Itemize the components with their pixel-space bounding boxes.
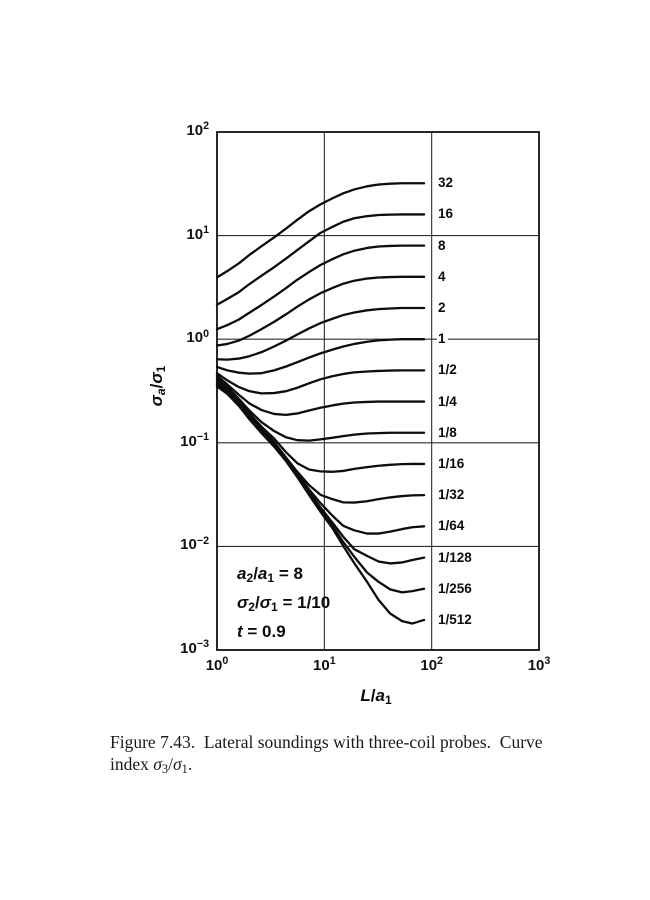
curve-label-1/64: 1/64 [437,518,467,535]
curve-label-1/128: 1/128 [437,549,474,566]
x-axis-label: L/a1 [360,686,392,708]
text-segment: a [154,388,169,396]
y-tick-label: 101 [139,224,209,243]
annotation-line-2: σ2/σ1 = 1/10 [237,589,330,618]
text-segment: σ [147,395,166,407]
text-segment: = 8 [274,564,303,583]
text-segment: . [187,754,193,774]
text-segment: 10 [420,657,438,674]
text-segment: L [360,686,371,705]
curve-32 [215,182,426,279]
text-segment: −2 [196,534,209,547]
text-segment: t [237,622,243,641]
text-segment: 10 [180,432,197,450]
x-tick-label: 103 [527,655,551,674]
curve-label-1/32: 1/32 [437,487,467,504]
curve-4 [215,275,426,347]
text-segment: a [257,564,268,583]
text-segment: 3 [161,762,169,777]
plot-border [216,131,540,651]
curve-label-1/4: 1/4 [437,393,459,410]
figure-caption: Figure 7.43. Lateral soundings with thre… [110,731,580,777]
curve-label-2: 2 [437,300,448,316]
x-tick-label: 102 [420,655,443,674]
curve-1/8 [215,376,426,442]
curve-1/4 [215,374,426,417]
text-segment: 10 [186,225,204,243]
text-segment: 10 [205,657,223,674]
text-segment: 2 [437,655,443,668]
curve-1/32 [215,379,426,504]
text-segment: 2 [248,600,255,615]
curve-1/2 [215,369,426,395]
text-segment: 2 [203,120,209,133]
curve-label-32: 32 [437,175,456,192]
y-tick-label: 10−1 [139,431,209,450]
text-segment: 1 [203,224,209,237]
text-segment: / [255,593,260,612]
text-segment: σ [259,593,272,612]
text-segment: 0 [203,327,209,340]
text-segment: / [253,564,258,583]
text-segment: 10 [313,657,330,674]
caption-line1: Figure 7.43. Lateral soundings with thre… [110,732,543,752]
text-segment: 1 [181,762,188,777]
text-segment: σ [237,593,249,612]
text-segment: 1 [154,365,169,373]
text-segment: 0 [222,655,229,668]
curve-1 [215,338,426,375]
text-segment: 1 [329,655,336,668]
curve-label-1/256: 1/256 [437,580,474,597]
text-segment: σ [172,754,182,774]
curve-2 [215,306,426,361]
curve-label-16: 16 [437,206,456,223]
curve-label-1: 1 [437,331,448,348]
text-segment: 10 [186,329,204,347]
text-segment: σ [153,754,162,774]
text-segment: / [168,754,173,774]
text-segment: a [375,686,385,705]
text-segment: index [110,754,154,774]
curve-1/512 [215,385,426,625]
text-segment: 2 [246,571,254,586]
caption-line2: index σ3/σ1. [110,753,580,777]
annotation-line-1: a2/a1 = 8 [237,560,330,589]
text-segment: 1 [267,571,275,586]
text-segment: −3 [196,638,209,651]
text-segment: a [237,564,247,583]
text-segment: = 0.9 [242,622,286,641]
text-segment: 1 [384,693,392,708]
text-segment: −1 [196,431,209,444]
y-axis-label: σa/σ1 [147,365,169,407]
text-segment: 3 [544,655,551,668]
curve-label-8: 8 [437,237,448,254]
text-segment: 10 [527,657,545,674]
text-segment: σ [147,372,166,384]
curve-1/16 [215,378,426,473]
y-tick-label: 100 [139,327,209,347]
text-segment: 1 [271,600,278,615]
curve-label-4: 4 [437,268,448,285]
curve-label-1/8: 1/8 [437,424,459,441]
y-tick-label: 10−3 [139,638,209,657]
y-tick-label: 102 [139,120,209,139]
curve-8 [215,244,426,331]
text-segment: / [370,686,376,705]
text-segment: 10 [180,536,197,554]
parameter-annotation: a2/a1 = 8 σ2/σ1 = 1/10 t = 0.9 [237,560,330,645]
annotation-line-3: t = 0.9 [237,618,330,645]
y-tick-label: 10−2 [139,534,209,554]
curve-16 [215,213,426,306]
text-segment: 10 [180,640,197,657]
text-segment: 10 [186,122,204,139]
x-tick-label: 101 [313,655,336,674]
curve-label-1/16: 1/16 [437,455,467,472]
curve-label-1/2: 1/2 [437,362,459,379]
curve-label-1/512: 1/512 [437,611,474,628]
x-tick-label: 100 [205,655,229,674]
text-segment: = 1/10 [277,593,331,612]
